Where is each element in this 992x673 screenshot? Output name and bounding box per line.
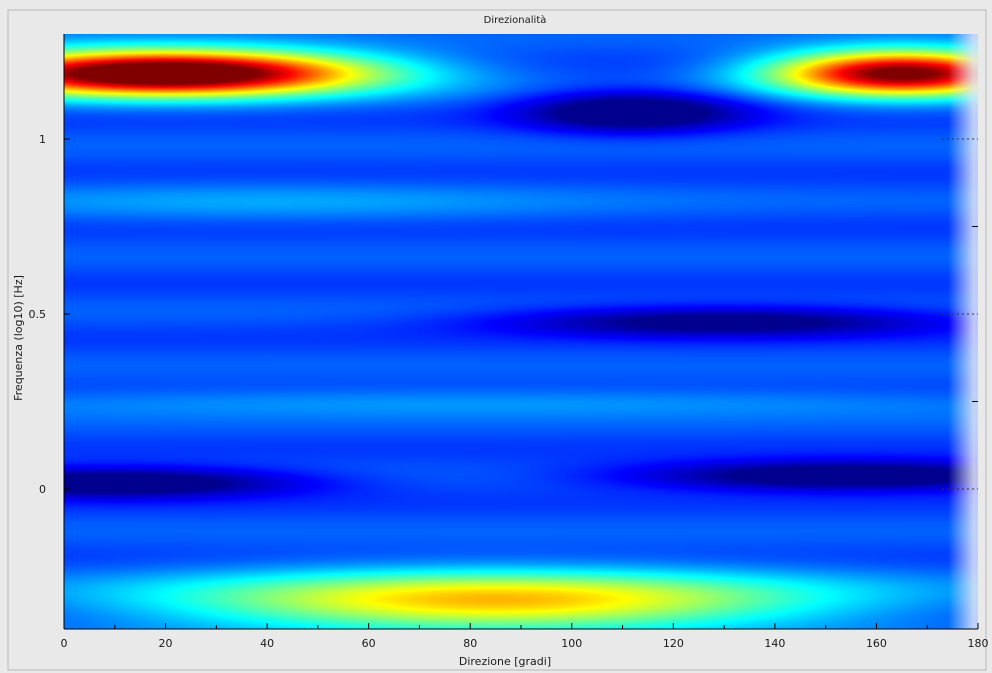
- figure-border: [7, 9, 987, 671]
- x-tick-label: 100: [561, 637, 582, 650]
- y-axis-label: Frequenza (log10) [Hz]: [12, 275, 25, 401]
- x-axis-ticks: 0 20 40 60 80 100 120 140 160 180: [61, 623, 989, 650]
- y-axis-ticks: 00.51: [29, 133, 978, 496]
- y-tick-label: 1: [39, 133, 46, 146]
- x-tick-label: 60: [362, 637, 376, 650]
- x-tick-label: 160: [866, 637, 887, 650]
- y-tick-label: 0.5: [29, 308, 47, 321]
- x-axis-label: Direzione [gradi]: [459, 655, 551, 668]
- x-tick-label: 20: [159, 637, 173, 650]
- x-tick-label: 40: [260, 637, 274, 650]
- x-tick-label: 180: [968, 637, 989, 650]
- x-tick-label: 120: [663, 637, 684, 650]
- y-tick-label: 0: [39, 483, 46, 496]
- heatmap-canvas: [64, 34, 978, 629]
- x-tick-label: 140: [764, 637, 785, 650]
- x-tick-label: 0: [61, 637, 68, 650]
- chart-title: Direzionalità: [484, 14, 547, 26]
- x-tick-label: 80: [463, 637, 477, 650]
- heatmap-area: [64, 34, 978, 629]
